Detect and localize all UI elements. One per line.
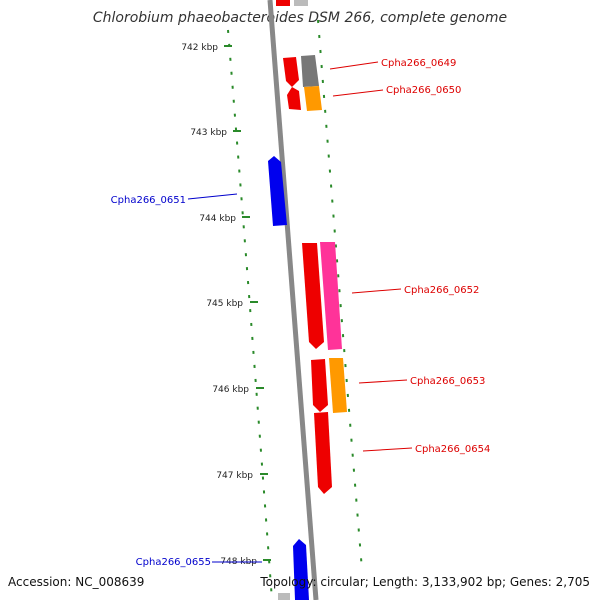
tick-ring: [224, 19, 363, 600]
gene-label-0652[interactable]: Cpha266_0652: [404, 285, 479, 296]
gene-label-0649[interactable]: Cpha266_0649: [381, 58, 456, 69]
gene-block-bottom: [278, 593, 290, 600]
leader-line-0654: [362, 447, 413, 452]
gene-cog-0650: [304, 86, 322, 111]
gene-block-top-2: [294, 0, 308, 6]
leader-line-0651: [187, 193, 238, 200]
gene-arrow-0654[interactable]: [314, 412, 332, 494]
gene-arrow-0655[interactable]: [293, 539, 309, 600]
tick-label-744: 744 kbp: [199, 214, 236, 224]
gene-label-0655[interactable]: Cpha266_0655: [136, 557, 211, 568]
tick-ring-outer: [317, 19, 363, 571]
leader-line-0650: [332, 89, 384, 97]
gene-arrow-0652[interactable]: [302, 243, 324, 349]
gene-arrow-0651[interactable]: [268, 156, 287, 226]
leader-line-0653: [358, 379, 408, 384]
gene-arrow-0649[interactable]: [283, 57, 299, 87]
gene-label-0651[interactable]: Cpha266_0651: [111, 195, 186, 206]
gene-label-0653[interactable]: Cpha266_0653: [410, 376, 485, 387]
genome-backbone: [267, 0, 319, 600]
tick-ring-inner: [227, 29, 273, 600]
gene-label-0654[interactable]: Cpha266_0654: [415, 444, 490, 455]
tick-label-745: 745 kbp: [206, 299, 243, 309]
gene-cog-0652: [320, 242, 342, 350]
tick-label-742: 742 kbp: [181, 43, 218, 53]
accession-text: Accession: NC_008639: [8, 575, 145, 589]
tick-label-746: 746 kbp: [212, 385, 249, 395]
tick-label-743: 743 kbp: [190, 128, 227, 138]
genome-summary-text: Topology: circular; Length: 3,133,902 bp…: [260, 575, 590, 589]
map-title: Chlorobium phaeobacteroides DSM 266, com…: [92, 10, 508, 26]
gene-block-top-1: [276, 0, 290, 6]
gene-arrow-0653[interactable]: [311, 359, 328, 412]
gene-arrow-0650[interactable]: [287, 87, 301, 110]
leader-line-0652: [351, 288, 402, 294]
tick-label-747: 747 kbp: [216, 471, 253, 481]
gene-label-0650[interactable]: Cpha266_0650: [386, 85, 461, 96]
gene-cog-0649: [301, 55, 319, 87]
leader-line-0649: [329, 61, 379, 70]
gene-cog-0653: [329, 358, 347, 413]
